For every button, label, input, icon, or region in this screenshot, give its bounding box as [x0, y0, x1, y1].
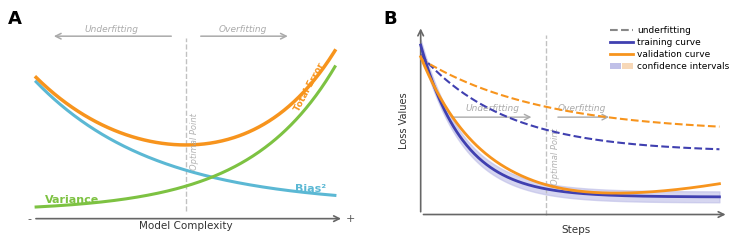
Text: Optimal Point: Optimal Point	[191, 114, 200, 170]
Text: Steps: Steps	[562, 225, 590, 235]
Text: Variance: Variance	[45, 195, 100, 205]
Text: B: B	[383, 10, 397, 28]
Text: +: +	[345, 214, 354, 224]
Text: Underfitting: Underfitting	[465, 104, 520, 113]
Text: Overfitting: Overfitting	[558, 104, 606, 113]
Legend: underfitting, training curve, validation curve, confidence intervals: underfitting, training curve, validation…	[607, 22, 733, 75]
Text: A: A	[8, 10, 22, 28]
Text: Underfitting: Underfitting	[84, 25, 138, 34]
Text: Bias²: Bias²	[295, 184, 326, 194]
Text: Overfitting: Overfitting	[219, 25, 267, 34]
Text: Total Error: Total Error	[293, 61, 326, 113]
Text: Loss Values: Loss Values	[400, 93, 409, 149]
Text: Optimal Point: Optimal Point	[550, 128, 559, 185]
Text: Model Complexity: Model Complexity	[139, 221, 232, 231]
Text: -: -	[28, 214, 32, 224]
